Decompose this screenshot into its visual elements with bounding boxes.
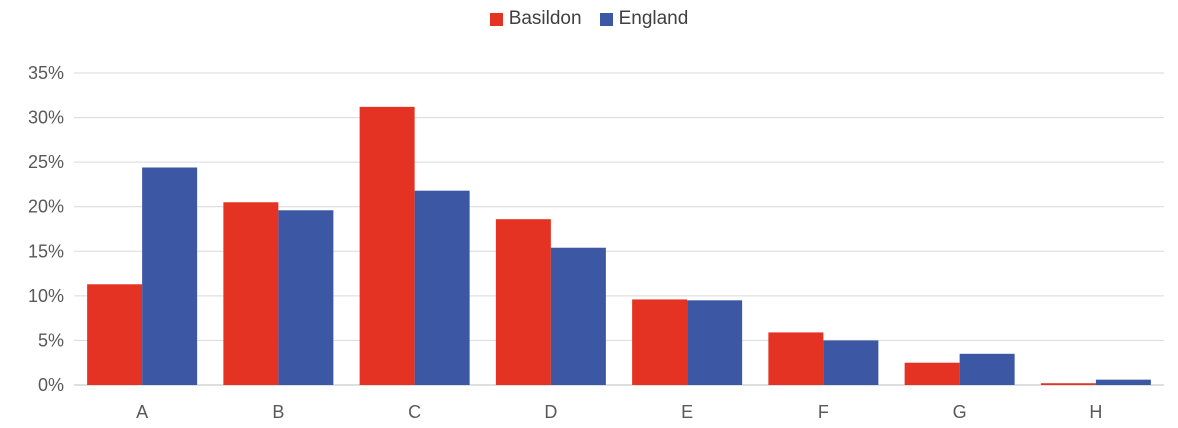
x-tick-label: G (953, 402, 967, 422)
x-tick-label: B (272, 402, 284, 422)
y-tick-label: 35% (28, 63, 64, 83)
bar-england-g (959, 353, 1015, 385)
bar-england-h (1095, 379, 1151, 385)
bar-basildon-e (632, 299, 688, 385)
legend-item-basildon: Basildon (489, 8, 582, 30)
x-tick-label: A (136, 402, 148, 422)
bar-basildon-h (1040, 383, 1096, 385)
bar-england-d (550, 247, 606, 385)
bar-basildon-c (359, 106, 415, 386)
bars (87, 106, 1151, 386)
y-axis-ticks: 0% 5% 10% 15% 20% 25% 30% 35% (28, 63, 64, 395)
y-tick-label: 25% (28, 152, 64, 172)
bar-england-f (823, 340, 879, 385)
bar-basildon-f (768, 332, 824, 385)
y-tick-label: 5% (38, 330, 64, 350)
legend-swatch-basildon (489, 12, 503, 26)
x-tick-label: H (1089, 402, 1102, 422)
bar-england-c (414, 190, 470, 385)
legend-label-england: England (618, 8, 689, 29)
legend-label-basildon: Basildon (508, 8, 582, 29)
bar-england-b (278, 210, 334, 385)
bar-basildon-d (495, 219, 551, 385)
legend-item-england: England (599, 8, 689, 30)
y-tick-label: 30% (28, 108, 64, 128)
bar-england-e (687, 300, 743, 385)
legend-swatch-england (599, 12, 613, 26)
x-tick-label: D (544, 402, 557, 422)
bar-basildon-a (87, 284, 143, 385)
x-tick-label: C (408, 402, 421, 422)
x-tick-label: E (681, 402, 693, 422)
bar-england-a (142, 167, 198, 385)
x-axis-ticks: A B C D E F G H (136, 402, 1102, 422)
legend: Basildon England (0, 8, 1178, 30)
y-tick-label: 0% (38, 375, 64, 395)
y-tick-label: 20% (28, 197, 64, 217)
x-tick-label: F (818, 402, 829, 422)
bar-basildon-g (904, 362, 960, 385)
y-tick-label: 15% (28, 241, 64, 261)
bar-basildon-b (223, 202, 279, 385)
y-tick-label: 10% (28, 286, 64, 306)
